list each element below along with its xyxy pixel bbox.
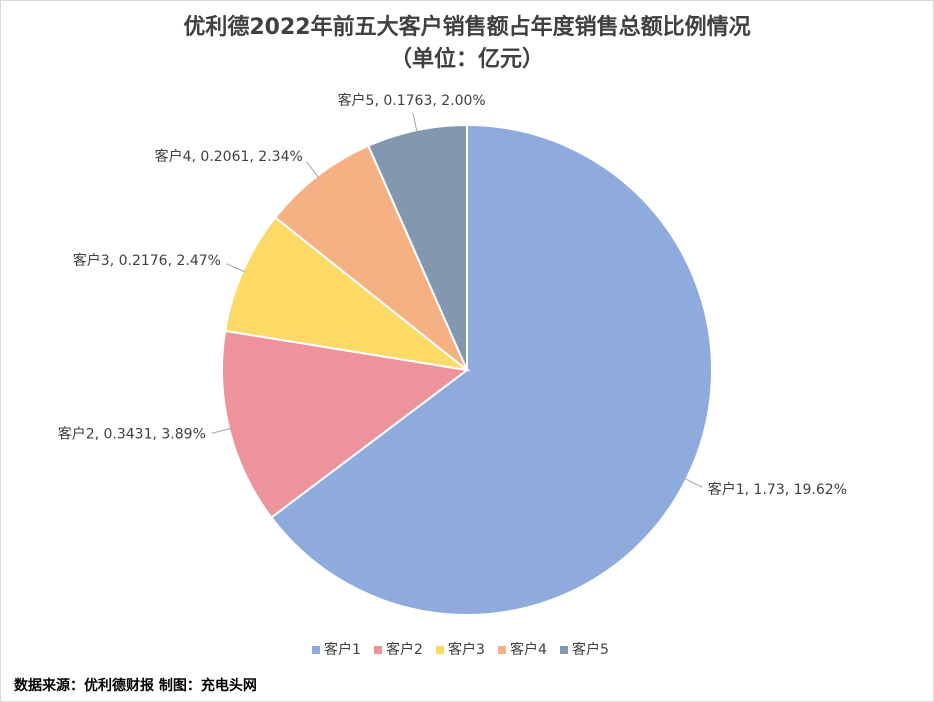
legend-swatch: [374, 646, 382, 654]
legend-swatch: [560, 646, 568, 654]
legend-label: 客户3: [448, 641, 485, 658]
legend-label: 客户1: [324, 641, 361, 658]
chart-subtitle: （单位：亿元）: [390, 46, 544, 72]
data-label: 客户5, 0.1763, 2.00%: [338, 92, 486, 109]
data-label: 客户3, 0.2176, 2.47%: [73, 252, 221, 269]
leader-line: [226, 263, 245, 273]
source-note: 数据来源：优利德财报 制图：充电头网: [14, 677, 257, 694]
data-label: 客户1, 1.73, 19.62%: [708, 481, 847, 498]
data-label: 客户4, 0.2061, 2.34%: [155, 148, 303, 165]
leader-line: [684, 477, 703, 488]
legend-swatch: [436, 646, 444, 654]
chart-title: 优利德2022年前五大客户销售额占年度销售总额比例情况: [183, 14, 750, 40]
leader-line: [306, 161, 320, 178]
legend-swatch: [312, 646, 320, 654]
legend-swatch: [498, 646, 506, 654]
leader-line: [211, 427, 232, 434]
legend-label: 客户4: [510, 641, 547, 658]
legend-label: 客户2: [386, 641, 423, 658]
leader-line: [412, 112, 418, 133]
data-label: 客户2, 0.3431, 3.89%: [58, 426, 206, 443]
legend-label: 客户5: [572, 641, 609, 658]
